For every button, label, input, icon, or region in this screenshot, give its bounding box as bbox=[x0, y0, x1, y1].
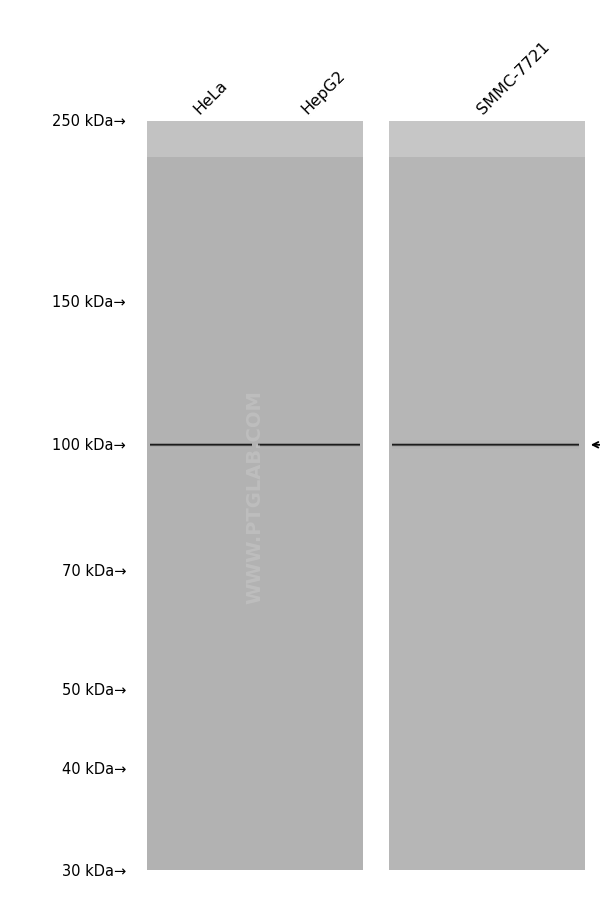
Text: 40 kDa→: 40 kDa→ bbox=[62, 761, 126, 777]
Text: WWW.PTGLAB.COM: WWW.PTGLAB.COM bbox=[245, 390, 265, 603]
Bar bbox=[147, 122, 363, 158]
Bar bbox=[147, 122, 363, 870]
Text: 70 kDa→: 70 kDa→ bbox=[62, 564, 126, 579]
Text: 150 kDa→: 150 kDa→ bbox=[52, 295, 126, 309]
Text: 250 kDa→: 250 kDa→ bbox=[52, 115, 126, 129]
Text: 50 kDa→: 50 kDa→ bbox=[62, 683, 126, 697]
Bar bbox=[389, 122, 585, 158]
Text: HeLa: HeLa bbox=[190, 78, 230, 117]
Bar bbox=[389, 122, 585, 870]
Text: 30 kDa→: 30 kDa→ bbox=[62, 863, 126, 878]
Text: HepG2: HepG2 bbox=[298, 68, 348, 117]
Text: SMMC-7721: SMMC-7721 bbox=[475, 40, 553, 117]
Text: 100 kDa→: 100 kDa→ bbox=[52, 437, 126, 453]
